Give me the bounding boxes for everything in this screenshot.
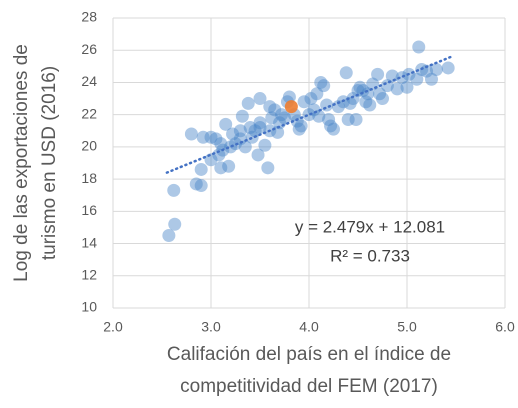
scatter-point (349, 113, 363, 126)
scatter-point (390, 82, 404, 96)
x-tick-label: 4.0 (299, 319, 319, 335)
scatter-point (371, 67, 385, 81)
scatter-point (278, 111, 291, 125)
scatter-point (226, 127, 240, 141)
scatter-point (241, 96, 255, 110)
scatter-point (209, 132, 223, 146)
scatter-point (263, 100, 277, 114)
scatter-point (214, 137, 228, 151)
scatter-point (314, 75, 328, 89)
scatter-point (339, 66, 353, 80)
y-axis-label: turismo en USD (2016) (39, 66, 60, 260)
scatter-point (292, 122, 306, 136)
y-tick-label: 28 (81, 9, 97, 25)
scatter-point (265, 111, 279, 125)
scatter-point (410, 72, 424, 86)
scatter-point (167, 183, 181, 197)
scatter-point (304, 92, 318, 106)
y-tick-label: 10 (81, 299, 97, 315)
scatter-point (425, 72, 438, 86)
scatter-point (320, 98, 334, 112)
scatter-point (238, 140, 252, 154)
scatter-point (297, 95, 311, 109)
scatter-point (251, 148, 265, 162)
scatter-point (219, 117, 233, 131)
x-tick-label: 5.0 (397, 319, 417, 335)
scatter-point (317, 79, 331, 93)
scatter-point (327, 122, 340, 136)
y-tick-label: 22 (81, 105, 97, 121)
scatter-point (284, 100, 298, 114)
x-tick-label: 2.0 (103, 319, 123, 335)
y-tick-label: 16 (81, 202, 97, 218)
scatter-point (376, 92, 389, 106)
x-tick-label: 6.0 (495, 319, 515, 335)
scatter-point (275, 108, 289, 122)
scatter-point (253, 116, 267, 130)
scatter-point (294, 119, 308, 133)
scatter-point (302, 108, 316, 122)
y-axis-label: Log de las exportaciones de (11, 44, 32, 282)
y-tick-label: 20 (81, 138, 97, 154)
y-tick-label: 18 (81, 170, 97, 186)
trend-r2: R² = 0.733 (330, 246, 410, 265)
scatter-point (233, 132, 247, 146)
scatter-point (248, 124, 262, 138)
scatter-point (359, 95, 373, 109)
marks (162, 40, 455, 242)
scatter-point (212, 148, 226, 162)
scatter-point (429, 63, 443, 77)
y-tick-label: 26 (81, 41, 97, 57)
scatter-point (258, 138, 272, 152)
trend-equation: y = 2.479x + 12.081 (295, 217, 445, 236)
scatter-point (322, 113, 336, 126)
scatter-point (168, 217, 182, 231)
y-tick-label: 14 (81, 234, 97, 250)
x-axis-label: competitividad del FEM (2017) (180, 376, 438, 397)
scatter-point (395, 71, 409, 85)
scatter-point (245, 130, 259, 144)
scatter-point (204, 130, 218, 144)
scatter-point (324, 119, 338, 133)
scatter-point (253, 92, 267, 106)
scatter-point (253, 121, 267, 135)
scatter-point (214, 161, 228, 175)
scatter-point (373, 87, 387, 101)
scatter-point (282, 90, 296, 104)
scatter-point (243, 121, 257, 135)
y-tick-label: 12 (81, 266, 97, 282)
scatter-point (196, 130, 210, 144)
scatter-point (400, 80, 414, 94)
scatter-point (224, 140, 238, 154)
trendline (165, 55, 453, 174)
scatter-point (184, 127, 198, 141)
scatter-point (194, 162, 208, 176)
y-tick-label: 24 (81, 73, 97, 89)
scatter-point (235, 109, 249, 123)
scatter-point (268, 103, 282, 117)
grid (112, 17, 506, 309)
scatter-point (222, 159, 236, 173)
scatter-point (310, 87, 324, 101)
scatter-point (194, 179, 208, 193)
scatter-point (353, 80, 367, 94)
scatter-point (441, 61, 455, 75)
scatter-point (341, 113, 355, 126)
scatter-point (261, 161, 275, 175)
scatter-point (412, 40, 426, 54)
scatter-point (363, 98, 377, 112)
scatter-point (356, 84, 370, 97)
scatter-point (233, 124, 247, 138)
x-axis-label: Califación del país en el índice de (167, 344, 451, 365)
scatter-point (189, 177, 203, 191)
x-tick-label: 3.0 (201, 319, 221, 335)
scatter-point (162, 229, 176, 242)
